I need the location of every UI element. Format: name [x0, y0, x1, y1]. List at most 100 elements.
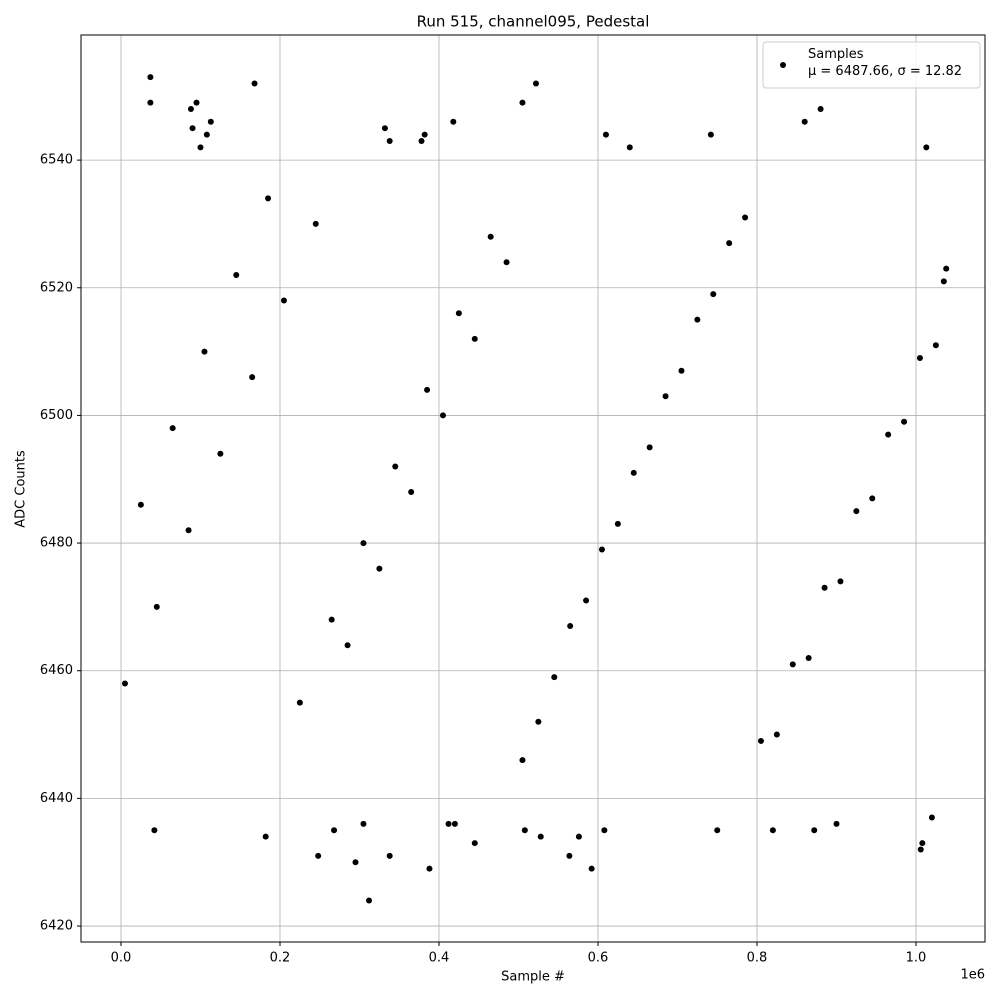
- point: [203, 131, 210, 138]
- point: [869, 495, 876, 502]
- point: [439, 412, 446, 419]
- point: [566, 852, 573, 859]
- point: [280, 297, 287, 304]
- y-tick-label: 6520: [40, 280, 73, 295]
- point: [583, 597, 590, 604]
- point: [932, 342, 939, 349]
- point: [519, 757, 526, 764]
- point: [916, 354, 923, 361]
- point: [296, 699, 303, 706]
- point: [833, 820, 840, 827]
- point: [360, 820, 367, 827]
- point: [451, 820, 458, 827]
- point: [630, 469, 637, 476]
- point: [678, 367, 685, 374]
- y-tick-label: 6460: [40, 663, 73, 678]
- point: [801, 118, 808, 125]
- point: [366, 897, 373, 904]
- legend-label: Samples μ = 6487.66, σ = 12.82: [808, 47, 962, 79]
- point: [885, 431, 892, 438]
- x-axis-label: Sample #: [501, 970, 565, 985]
- point: [551, 674, 558, 681]
- y-tick-label: 6500: [40, 408, 73, 423]
- point: [193, 99, 200, 106]
- point: [455, 310, 462, 317]
- point: [424, 386, 431, 393]
- point: [710, 291, 717, 298]
- x-tick-label: 0.4: [429, 951, 450, 966]
- point: [487, 233, 494, 240]
- point: [421, 131, 428, 138]
- point: [471, 335, 478, 342]
- point: [381, 125, 388, 132]
- point: [426, 865, 433, 872]
- point: [137, 501, 144, 508]
- point: [567, 623, 574, 630]
- point: [535, 718, 542, 725]
- y-tick-label: 6480: [40, 536, 73, 551]
- point: [742, 214, 749, 221]
- point: [575, 833, 582, 840]
- legend-box: [762, 41, 981, 89]
- point: [694, 316, 701, 323]
- point: [360, 540, 367, 547]
- point: [519, 99, 526, 106]
- plot-frame: [80, 34, 986, 943]
- point: [614, 520, 621, 527]
- point: [187, 106, 194, 113]
- chart-title: Run 515, channel095, Pedestal: [417, 13, 650, 31]
- point: [769, 827, 776, 834]
- x-tick-label: 0.0: [111, 951, 132, 966]
- point: [151, 827, 158, 834]
- y-tick-label: 6440: [40, 791, 73, 806]
- point: [940, 278, 947, 285]
- point: [837, 578, 844, 585]
- point: [923, 144, 930, 151]
- point: [789, 661, 796, 668]
- point: [418, 137, 425, 144]
- x-tick-label: 0.6: [588, 951, 609, 966]
- point: [919, 840, 926, 847]
- point: [147, 99, 154, 106]
- point: [928, 814, 935, 821]
- point: [805, 654, 812, 661]
- point: [189, 125, 196, 132]
- point: [445, 820, 452, 827]
- point: [811, 827, 818, 834]
- point: [265, 195, 272, 202]
- point: [386, 137, 393, 144]
- point: [328, 616, 335, 623]
- point: [707, 131, 714, 138]
- legend-marker: [780, 62, 786, 68]
- y-axis-label: ADC Counts: [14, 450, 29, 528]
- point: [917, 846, 924, 853]
- x-tick-label: 1.0: [906, 951, 927, 966]
- point: [121, 680, 128, 687]
- point: [169, 425, 176, 432]
- point: [537, 833, 544, 840]
- point: [714, 827, 721, 834]
- point: [601, 827, 608, 834]
- point: [726, 240, 733, 247]
- y-tick-label: 6540: [40, 153, 73, 168]
- point: [532, 80, 539, 87]
- point: [602, 131, 609, 138]
- point: [217, 450, 224, 457]
- point: [503, 259, 510, 266]
- x-offset-label: 1e6: [960, 968, 985, 983]
- point: [943, 265, 950, 272]
- point: [471, 840, 478, 847]
- point: [207, 118, 214, 125]
- point: [821, 584, 828, 591]
- point: [352, 859, 359, 866]
- point: [646, 444, 653, 451]
- point: [773, 731, 780, 738]
- point: [757, 737, 764, 744]
- point: [153, 603, 160, 610]
- point: [201, 348, 208, 355]
- point: [147, 74, 154, 81]
- point: [392, 463, 399, 470]
- point: [901, 418, 908, 425]
- point: [251, 80, 258, 87]
